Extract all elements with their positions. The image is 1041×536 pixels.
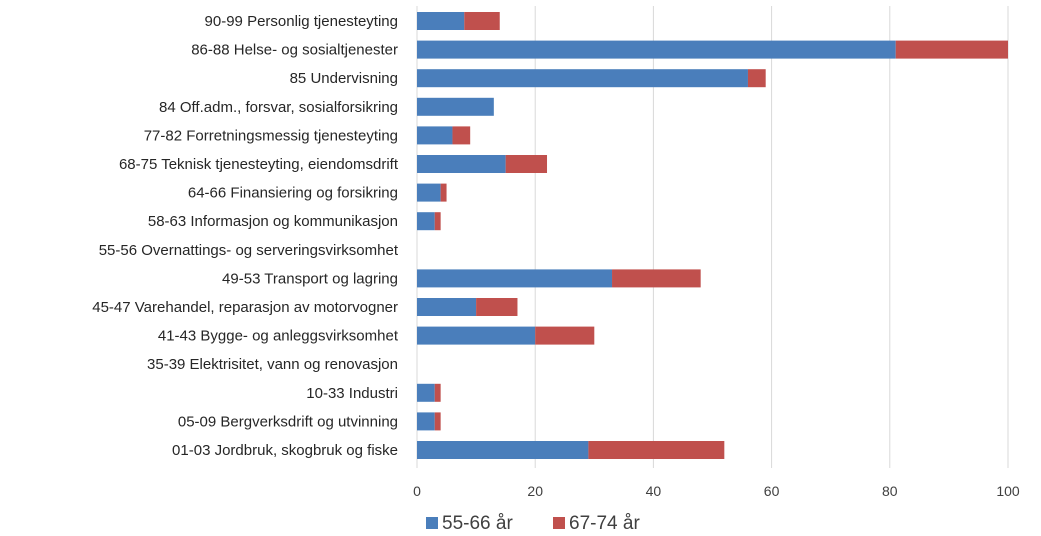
category-label: 77-82 Forretningsmessig tjenesteyting	[144, 127, 398, 144]
category-label: 90-99 Personlig tjenesteyting	[205, 13, 398, 30]
legend-item-67-74: 67-74 år	[553, 513, 640, 534]
legend: 55-66 år 67-74 år	[426, 513, 640, 534]
category-label: 45-47 Varehandel, reparasjon av motorvog…	[92, 299, 398, 316]
bar-segment-55-66	[417, 69, 748, 88]
category-label: 05-09 Bergverksdrift og utvinning	[178, 413, 398, 430]
bar-segment-55-66	[417, 40, 896, 59]
bar-segment-67-74	[588, 441, 725, 459]
bar-segment-55-66	[417, 441, 589, 459]
bar-segment-67-74	[434, 212, 441, 231]
bar-segment-67-74	[895, 40, 1008, 59]
bar-segment-55-66	[417, 326, 536, 345]
legend-swatch	[553, 517, 565, 529]
category-label: 10-33 Industri	[306, 385, 398, 402]
bar-segment-55-66	[417, 126, 453, 145]
bar-segment-55-66	[417, 212, 435, 231]
bar-segment-67-74	[612, 269, 701, 288]
category-label: 41-43 Bygge- og anleggsvirksomhet	[158, 328, 399, 345]
legend-label: 55-66 år	[442, 513, 513, 534]
bar-segment-67-74	[505, 155, 548, 173]
bar-segment-67-74	[464, 12, 500, 30]
category-label: 55-56 Overnattings- og serveringsvirksom…	[99, 242, 399, 259]
bar-segment-67-74	[535, 326, 595, 345]
x-tick-label: 80	[882, 483, 898, 499]
x-tick-label: 40	[646, 483, 662, 499]
x-tick-label: 60	[764, 483, 780, 499]
bar-segment-67-74	[452, 126, 471, 145]
category-label: 84 Off.adm., forsvar, sosialforsikring	[159, 99, 398, 116]
bar-segment-55-66	[417, 412, 435, 431]
bar-segment-55-66	[417, 97, 494, 116]
x-tick-label: 100	[996, 483, 1020, 499]
bar-segment-55-66	[417, 383, 435, 402]
category-label: 49-53 Transport og lagring	[222, 270, 398, 287]
bar-segment-67-74	[747, 69, 766, 88]
legend-swatch	[426, 517, 438, 529]
bar-segment-55-66	[417, 155, 506, 173]
category-label: 35-39 Elektrisitet, vann og renovasjon	[147, 356, 398, 373]
bar-segment-67-74	[434, 412, 441, 431]
category-label: 58-63 Informasjon og kommunikasjon	[148, 213, 398, 230]
category-label: 85 Undervisning	[290, 70, 398, 87]
bar-segment-55-66	[417, 298, 477, 316]
bar-segment-67-74	[440, 183, 447, 202]
bar-segment-55-66	[417, 12, 465, 30]
bars	[417, 12, 1008, 459]
bar-segment-67-74	[434, 383, 441, 402]
category-label: 64-66 Finansiering og forsikring	[188, 185, 398, 202]
x-axis-tick-labels: 0 20 40 60 80 100	[413, 483, 1020, 499]
category-label: 01-03 Jordbruk, skogbruk og fiske	[172, 442, 398, 459]
bar-segment-67-74	[476, 298, 518, 316]
legend-item-55-66: 55-66 år	[426, 513, 513, 534]
category-labels: 90-99 Personlig tjenesteyting 86-88 Helse…	[92, 13, 399, 459]
category-label: 68-75 Teknisk tjenesteyting, eiendomsdri…	[119, 156, 399, 173]
bar-segment-55-66	[417, 269, 613, 288]
x-tick-label: 0	[413, 483, 421, 499]
category-label: 86-88 Helse- og sosialtjenester	[191, 42, 398, 59]
legend-label: 67-74 år	[569, 513, 640, 534]
x-tick-label: 20	[527, 483, 543, 499]
bar-segment-55-66	[417, 183, 441, 202]
